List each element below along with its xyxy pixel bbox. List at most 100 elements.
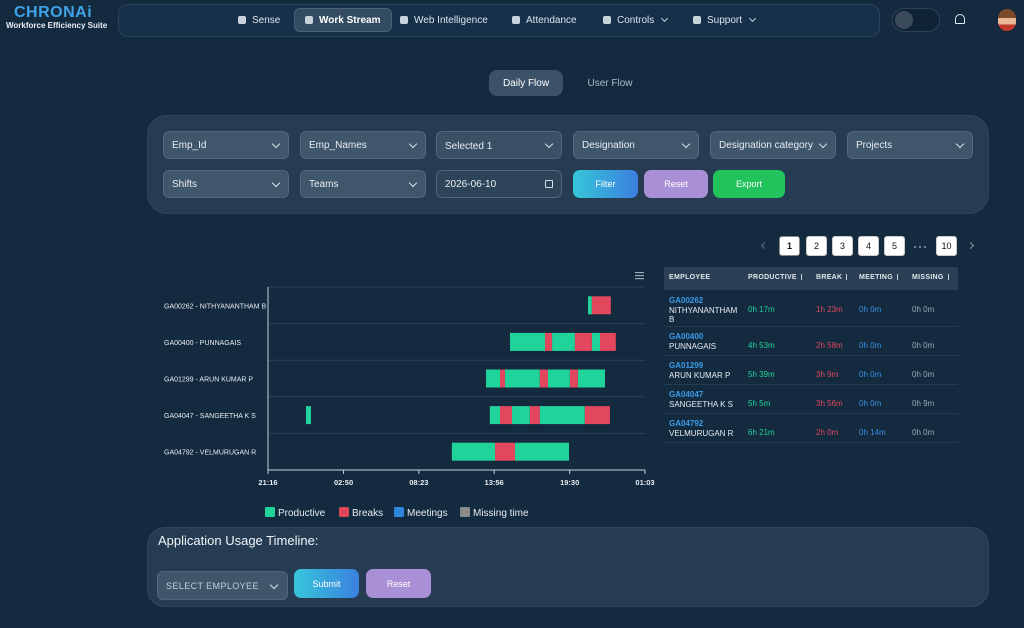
filter-dropdown[interactable]: Designation category: [710, 131, 836, 159]
chevron: [955, 139, 965, 149]
column-label: MISSING: [912, 274, 944, 281]
duration-cell: 0h 17m: [748, 305, 775, 314]
nav-icon: [603, 16, 611, 24]
date-input[interactable]: 2026-06-10: [436, 170, 562, 198]
duration-cell: 0h 0m: [859, 370, 882, 379]
submit-button[interactable]: Submit: [294, 569, 359, 598]
timeline-segment: [529, 406, 540, 425]
filter-dropdown[interactable]: Emp_Names: [300, 131, 426, 159]
legend-swatch: [394, 507, 404, 517]
filter-dropdown[interactable]: Projects: [847, 131, 973, 159]
legend-label: Breaks: [352, 508, 383, 519]
chevron: [748, 14, 757, 23]
duration-cell: 0h 0m: [912, 370, 935, 379]
chevron: [408, 178, 418, 188]
date-value: 2026-06-10: [445, 178, 497, 190]
y-tick-label: GA00400 - PUNNAGAIS: [164, 340, 241, 347]
bell-icon[interactable]: [955, 14, 965, 24]
duration-cell: 1h 23m: [816, 305, 843, 314]
duration-cell: 4h 53m: [748, 341, 775, 350]
chevron: [269, 580, 279, 590]
page-button[interactable]: 10: [936, 236, 957, 256]
filter-dropdown[interactable]: Emp_Id: [163, 131, 289, 159]
employee-name: VELMURUGAN R: [669, 429, 734, 438]
chevron: [818, 139, 828, 149]
filter-button[interactable]: Filter: [573, 170, 638, 198]
ellipsis-dot: [919, 246, 921, 248]
nav-icon: [512, 16, 520, 24]
nav-label: Web Intelligence: [414, 14, 488, 26]
page-button[interactable]: 3: [832, 236, 853, 256]
filter-dropdown[interactable]: Selected 1: [436, 131, 562, 159]
row-separator: [664, 384, 958, 385]
nav-item[interactable]: Web Intelligence: [400, 8, 498, 32]
nav-item[interactable]: Controls: [603, 8, 677, 32]
avatar[interactable]: [998, 9, 1016, 31]
duration-cell: 0h 14m: [859, 428, 886, 437]
employee-id[interactable]: GA04792: [669, 419, 704, 428]
page-button[interactable]: 2: [806, 236, 827, 256]
nav-item[interactable]: Attendance: [512, 8, 587, 32]
timeline-segment: [584, 406, 610, 425]
column-header[interactable]: MISSING: [912, 274, 949, 281]
duration-cell: 2h 0m: [816, 428, 839, 437]
filter-dropdown[interactable]: Shifts: [163, 170, 289, 198]
dropdown-label: Shifts: [172, 178, 198, 190]
timeline-segment: [305, 406, 311, 425]
column-header: EMPLOYEE: [669, 274, 710, 281]
nav-item[interactable]: Work Stream: [294, 8, 392, 32]
employee-select[interactable]: SELECT EMPLOYEE: [157, 571, 288, 600]
employee-id[interactable]: GA00400: [669, 332, 704, 341]
duration-cell: 3h 9m: [816, 370, 839, 379]
y-tick-label: GA00262 - NITHYANANTHAM B: [164, 303, 267, 310]
filter-dropdown[interactable]: Teams: [300, 170, 426, 198]
timeline-segment: [569, 369, 578, 388]
menu-icon: [635, 275, 644, 277]
timeline-segment: [489, 406, 501, 425]
nav-icon: [693, 16, 701, 24]
page-button[interactable]: 1: [779, 236, 800, 256]
sort-icon: [846, 274, 848, 280]
duration-cell: 0h 9m: [912, 399, 935, 408]
tab-active[interactable]: Daily Flow: [489, 70, 563, 96]
duration-cell: 0h 0m: [859, 399, 882, 408]
y-tick-label: GA01299 - ARUN KUMAR P: [164, 377, 253, 384]
page-button[interactable]: 4: [858, 236, 879, 256]
dropdown-label: Designation: [582, 139, 635, 151]
nav-item[interactable]: Support: [693, 8, 765, 32]
nav-label: Work Stream: [319, 14, 381, 26]
reset-button[interactable]: Reset: [644, 170, 708, 198]
tab[interactable]: User Flow: [587, 77, 633, 89]
employee-id[interactable]: GA01299: [669, 361, 704, 370]
chevron: [681, 139, 691, 149]
timeline-segment: [599, 332, 616, 351]
ellipsis-dot: [914, 246, 916, 248]
employee-id[interactable]: GA04047: [669, 390, 704, 399]
timeline-segment: [545, 332, 553, 351]
usage-title: Application Usage Timeline:: [158, 533, 319, 548]
employee-name: ARUN KUMAR P: [669, 371, 731, 380]
chevron: [271, 178, 281, 188]
timeline-segment: [552, 332, 575, 351]
duration-cell: 2h 58m: [816, 341, 843, 350]
column-header[interactable]: PRODUCTIVE: [748, 274, 802, 281]
sort-icon: [897, 274, 898, 280]
y-tick-label: GA04792 - VELMURUGAN R: [164, 450, 256, 457]
filter-dropdown[interactable]: Designation: [573, 131, 699, 159]
nav-item[interactable]: Sense: [238, 8, 290, 32]
reset-button[interactable]: Reset: [366, 569, 431, 598]
x-tick-label: 02:50: [334, 478, 353, 487]
timeline-segment: [451, 442, 496, 461]
nav-label: Sense: [252, 14, 281, 26]
dropdown-label: Projects: [856, 139, 893, 151]
column-header[interactable]: BREAK: [816, 274, 848, 281]
page-button[interactable]: 5: [884, 236, 905, 256]
duration-cell: 0h 0m: [859, 305, 882, 314]
nav-label: Attendance: [526, 14, 577, 26]
duration-cell: 0h 0m: [912, 428, 935, 437]
column-header[interactable]: MEETING: [859, 274, 898, 281]
export-button[interactable]: Export: [713, 170, 785, 198]
nav-label: Controls: [617, 14, 655, 26]
employee-id[interactable]: GA00262: [669, 296, 704, 305]
duration-cell: 5h 39m: [748, 370, 775, 379]
